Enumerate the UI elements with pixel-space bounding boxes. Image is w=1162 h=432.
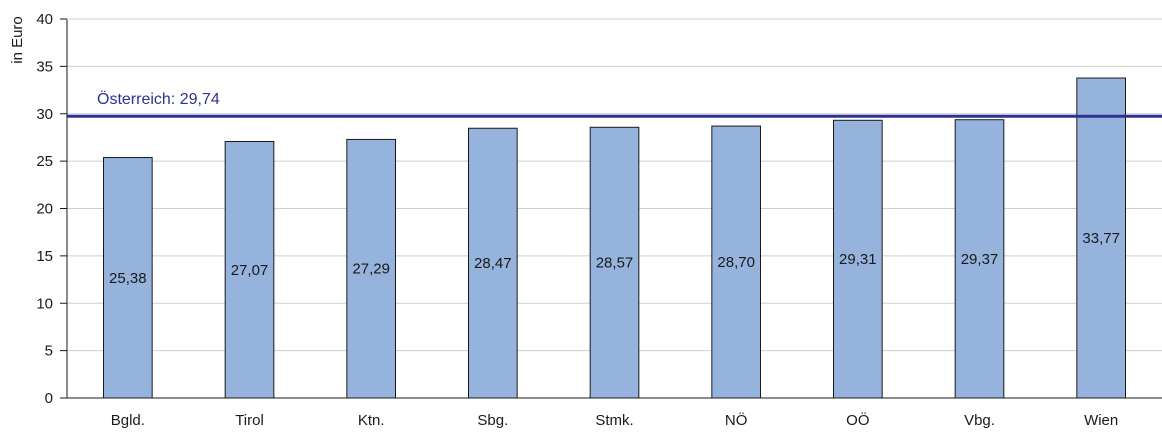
bar-Bgld. <box>103 157 153 399</box>
data-label: 33,77 <box>1082 230 1120 247</box>
y-tick-label: 10 <box>36 295 53 312</box>
y-tick-label: 25 <box>36 153 53 170</box>
x-tick-label: Sbg. <box>477 412 508 429</box>
x-tick-labels: Bgld. Tirol Ktn. Sbg. Stmk. NÖ OÖ Vbg. Wien <box>111 411 1119 429</box>
data-label: 29,31 <box>839 251 877 268</box>
y-axis-label: in Euro <box>9 16 26 64</box>
bars: 25,38 27,07 27,29 28,47 28,57 28,70 29,31 29,37… <box>103 77 1127 399</box>
bar-Sbg. <box>468 127 518 399</box>
data-label: 29,37 <box>961 251 999 268</box>
data-label: 28,57 <box>596 255 634 272</box>
bar-Ktn. <box>346 138 397 399</box>
reference-line-label: Österreich: 29,74 <box>97 90 220 108</box>
y-tick-label: 0 <box>45 390 53 407</box>
y-tick-label: 40 <box>36 11 53 28</box>
data-label: 25,38 <box>109 270 147 287</box>
x-tick-label: Bgld. <box>111 412 145 429</box>
reference-line-group: Österreich: 29,74 <box>67 90 1162 118</box>
data-label: 28,70 <box>717 254 755 271</box>
x-tick-label: Stmk. <box>595 412 633 429</box>
y-tick-label: 15 <box>36 248 53 265</box>
bar-OÖ <box>833 119 883 399</box>
bar-NÖ <box>711 125 761 399</box>
bar-Vbg. <box>954 119 1005 399</box>
y-tick-label: 20 <box>36 201 53 218</box>
x-tick-label: OÖ <box>846 411 869 429</box>
axes <box>60 18 1162 399</box>
y-tick-label: 35 <box>36 58 53 75</box>
x-tick-label: Vbg. <box>964 412 995 429</box>
data-label: 28,47 <box>474 255 512 272</box>
x-tick-label: Wien <box>1084 412 1118 429</box>
bar-Stmk. <box>589 126 640 399</box>
x-tick-label: NÖ <box>725 411 748 429</box>
y-tick-label: 5 <box>45 343 53 360</box>
x-tick-label: Tirol <box>235 412 264 429</box>
y-tick-label: 30 <box>36 106 53 123</box>
y-tick-labels: 0 5 10 15 20 25 30 35 40 <box>36 11 53 407</box>
bar-Tirol <box>224 141 275 399</box>
x-tick-label: Ktn. <box>358 412 385 429</box>
data-label: 27,07 <box>231 262 269 279</box>
data-label: 27,29 <box>352 261 390 278</box>
